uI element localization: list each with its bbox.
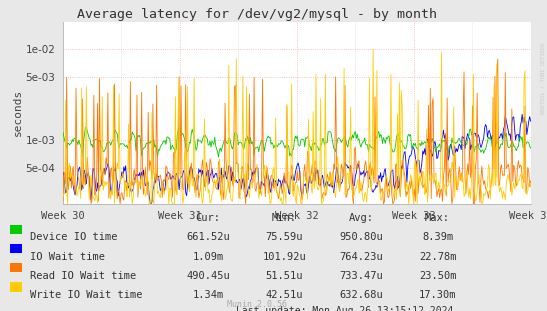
Text: 950.80u: 950.80u — [339, 232, 383, 242]
Text: Cur:: Cur: — [195, 213, 220, 223]
Text: 490.45u: 490.45u — [186, 271, 230, 281]
Text: Min:: Min: — [272, 213, 297, 223]
Text: 51.51u: 51.51u — [266, 271, 303, 281]
Text: IO Wait time: IO Wait time — [30, 252, 105, 262]
Text: Average latency for /dev/vg2/mysql - by month: Average latency for /dev/vg2/mysql - by … — [77, 8, 437, 21]
Text: 23.50m: 23.50m — [419, 271, 456, 281]
Text: 8.39m: 8.39m — [422, 232, 453, 242]
Text: 17.30m: 17.30m — [419, 290, 456, 300]
Text: 661.52u: 661.52u — [186, 232, 230, 242]
Text: Munin 2.0.56: Munin 2.0.56 — [227, 299, 287, 309]
Text: 1.09m: 1.09m — [192, 252, 224, 262]
Text: Device IO time: Device IO time — [30, 232, 118, 242]
Text: 733.47u: 733.47u — [339, 271, 383, 281]
Text: Max:: Max: — [425, 213, 450, 223]
Text: 22.78m: 22.78m — [419, 252, 456, 262]
Text: Read IO Wait time: Read IO Wait time — [30, 271, 136, 281]
Text: 764.23u: 764.23u — [339, 252, 383, 262]
Text: 1.34m: 1.34m — [192, 290, 224, 300]
Text: 101.92u: 101.92u — [263, 252, 306, 262]
Text: RRDTOOL / TOBI OETIKER: RRDTOOL / TOBI OETIKER — [541, 42, 546, 114]
Y-axis label: seconds: seconds — [13, 89, 22, 136]
Text: Last update: Mon Aug 26 13:15:12 2024: Last update: Mon Aug 26 13:15:12 2024 — [236, 306, 453, 311]
Text: 42.51u: 42.51u — [266, 290, 303, 300]
Text: 75.59u: 75.59u — [266, 232, 303, 242]
Text: Avg:: Avg: — [348, 213, 374, 223]
Text: 632.68u: 632.68u — [339, 290, 383, 300]
Text: Write IO Wait time: Write IO Wait time — [30, 290, 143, 300]
